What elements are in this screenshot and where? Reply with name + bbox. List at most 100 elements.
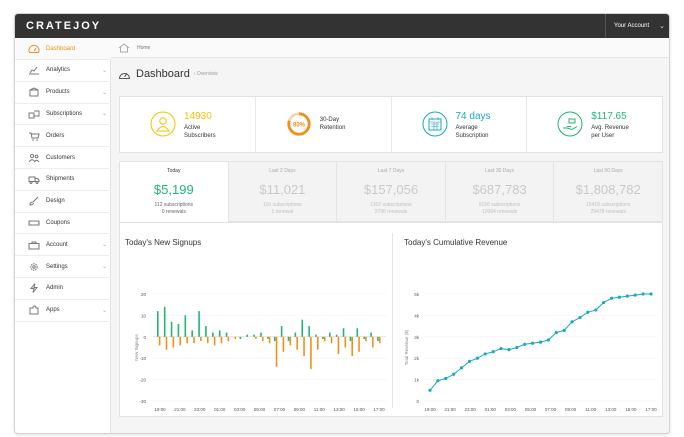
revenue-point	[459, 366, 464, 370]
settings-gear-icon	[28, 262, 40, 272]
period-tab-3[interactable]: Last 30 Days $687,783 5156 subscriptions 12…	[445, 162, 555, 222]
stat-card-3: $117.65 Avg. Revenue per User	[527, 97, 662, 152]
period-tab-1[interactable]: Last 2 Days $11,021 116 subscriptions 1 ren…	[228, 162, 338, 222]
revenue-point	[578, 315, 582, 320]
x-tick-label: 09:00	[565, 407, 577, 412]
money-hand-icon	[557, 111, 583, 137]
bar	[206, 336, 209, 344]
revenue-point	[531, 341, 535, 345]
bar	[330, 336, 333, 344]
shipments-truck-icon	[28, 174, 40, 185]
sidebar-item-coupons[interactable]: Coupons	[15, 212, 111, 235]
stat-label: Active	[184, 125, 201, 131]
bar	[301, 319, 304, 337]
chart-divider	[392, 233, 393, 408]
revenue-point	[562, 328, 566, 332]
bar	[163, 306, 166, 337]
period-tab-2[interactable]: Last 7 Days $157,056 1102 subscriptions 279…	[337, 162, 446, 222]
sidebar-item-admin[interactable]: Admin	[15, 278, 111, 300]
stat-label: Subscription	[455, 133, 489, 139]
period-revenue: $1,808,782	[575, 182, 641, 197]
revenue-point	[444, 376, 448, 381]
sidebar-item-settings[interactable]: Settings ⌄	[15, 256, 111, 278]
sidebar-item-dashboard[interactable]: Dashboard	[15, 38, 111, 60]
sidebar-item-label: Apps	[46, 307, 60, 314]
coupons-ticket-icon	[28, 218, 40, 228]
x-tick-label: 17:00	[645, 407, 657, 412]
period-renewals: 0 renewals	[161, 209, 186, 215]
sidebar-item-analytics[interactable]: Analytics ⌄	[15, 60, 111, 82]
x-tick-label: 01:00	[485, 407, 497, 412]
sidebar-item-design[interactable]: Design	[15, 191, 111, 213]
revenue-point	[609, 296, 614, 300]
bar	[260, 332, 262, 337]
analytics-chart-icon	[28, 65, 40, 75]
bar	[294, 332, 297, 337]
bar	[246, 334, 249, 337]
revenue-point	[428, 388, 432, 392]
revenue-point	[507, 348, 511, 352]
sidebar-item-apps[interactable]: Apps ⌄	[15, 300, 111, 322]
y-tick-label: 2k	[414, 356, 420, 361]
revenue-point	[538, 340, 543, 344]
your-account-menu[interactable]: Your Account ⌄	[605, 14, 669, 38]
revenue-point	[641, 292, 645, 296]
cratejoy-logo[interactable]: CRATEJOY	[26, 20, 102, 32]
stat-card-0: 14930 Active Subscribers	[120, 97, 256, 152]
revenue-point	[515, 345, 519, 350]
period-label: Last 90 Days	[593, 168, 623, 174]
revenue-point	[452, 372, 456, 376]
sidebar-item-shipments[interactable]: Shipments	[15, 169, 111, 191]
y-tick-label: 20	[141, 292, 147, 297]
revenue-point	[475, 356, 479, 360]
sidebar-item-subscriptions[interactable]: Subscriptions ⌄	[15, 103, 111, 126]
y-tick-label: 10	[141, 313, 147, 318]
x-tick-label: 19:00	[424, 407, 436, 412]
sidebar-item-label: Coupons	[46, 219, 71, 226]
period-revenue: $5,199	[153, 182, 194, 197]
sidebar-item-orders[interactable]: Orders	[15, 125, 111, 148]
retention-ring-icon: 80%	[286, 111, 312, 137]
chevron-down-icon: ⌄	[101, 307, 107, 314]
bar	[184, 315, 187, 337]
sidebar-item-account[interactable]: Account ⌄	[15, 234, 111, 257]
sidebar-item-label: Analytics	[46, 67, 71, 74]
sidebar-item-label: Orders	[46, 132, 65, 139]
period-label: Last 7 Days	[377, 168, 405, 174]
sidebar-item-products[interactable]: Products ⌄	[15, 82, 111, 104]
bar	[356, 328, 359, 337]
bar	[177, 323, 180, 337]
signups-chart-title: Today's New Signups	[125, 238, 202, 247]
y-axis-label: Total Revenue ($)	[404, 329, 409, 365]
bar	[358, 336, 360, 352]
bar	[212, 332, 214, 337]
x-tick-label: 01:00	[214, 407, 226, 412]
bar	[337, 336, 340, 354]
period-tab-4[interactable]: Last 90 Days $1,808,782 15418 subscription…	[554, 162, 662, 222]
period-subscriptions: 116 subscriptions	[263, 202, 302, 208]
y-tick-label: 0	[416, 399, 419, 404]
bar	[344, 336, 347, 348]
sidebar-item-label: Customers	[46, 154, 76, 161]
stat-label: Subscribers	[184, 133, 216, 139]
x-tick-label: 09:00	[294, 407, 306, 412]
sidebar-item-label: Subscriptions	[46, 110, 83, 117]
bar	[165, 336, 168, 350]
x-tick-label: 13:00	[334, 407, 346, 412]
x-tick-label: 05:00	[254, 407, 266, 412]
page-subtitle-text: Overview	[196, 71, 218, 77]
dashboard-gauge-icon	[118, 72, 131, 79]
stat-value: 74 days	[455, 111, 491, 122]
sidebar-item-customers[interactable]: Customers	[15, 147, 111, 169]
revenue-point	[594, 308, 598, 312]
home-icon[interactable]	[118, 42, 130, 53]
stat-label: 30-Day	[319, 117, 340, 123]
period-tab-0[interactable]: Today $5,199 112 subscriptions 0 renewals	[120, 162, 229, 222]
y-tick-label: 0	[143, 335, 146, 340]
bar	[282, 336, 285, 352]
app-window: CRATEJOY Your Account ⌄ Dashboard Analyti…	[14, 13, 670, 434]
breadcrumb-home[interactable]: Home	[137, 44, 151, 51]
stat-label: per User	[591, 133, 615, 139]
subscriptions-boxes-icon	[28, 109, 40, 119]
y-tick-label: 4k	[414, 313, 420, 318]
